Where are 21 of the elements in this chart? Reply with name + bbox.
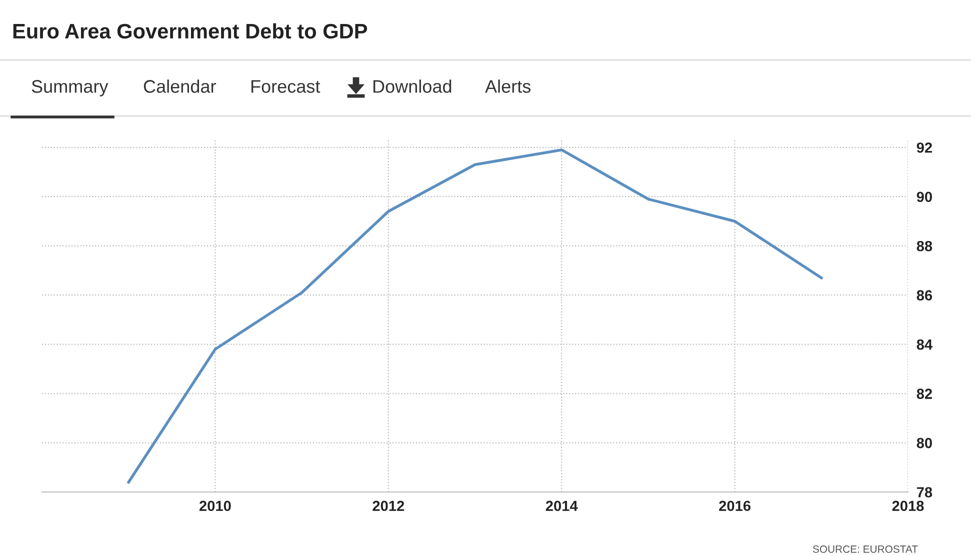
y-tick-label: 86 xyxy=(916,290,932,301)
y-tick-label: 80 xyxy=(916,438,932,448)
text: Download xyxy=(373,80,452,93)
y-tick-label: 92 xyxy=(916,142,932,153)
text: Summary xyxy=(32,80,108,96)
text: Calendar xyxy=(144,80,216,93)
text: Forecast xyxy=(251,80,320,93)
source-note: SOURCE: EUROSTAT xyxy=(812,545,918,553)
y-tick-label: 78 xyxy=(916,487,932,498)
x-tick-label: 2010 xyxy=(199,500,231,512)
chart-title: Euro Area Government Debt to GDP xyxy=(13,23,368,39)
text: Alerts xyxy=(485,80,530,93)
x-tick-label: 2014 xyxy=(546,500,578,512)
x-tick-label: 2012 xyxy=(372,500,404,512)
y-tick-label: 88 xyxy=(916,240,932,252)
y-tick-label: 82 xyxy=(916,388,932,399)
line-series xyxy=(127,148,823,484)
x-tick-label: 2016 xyxy=(719,500,750,512)
y-tick-label: 84 xyxy=(916,339,932,350)
x-tick-label: 2018 xyxy=(892,500,924,512)
y-tick-label: 90 xyxy=(916,192,932,202)
